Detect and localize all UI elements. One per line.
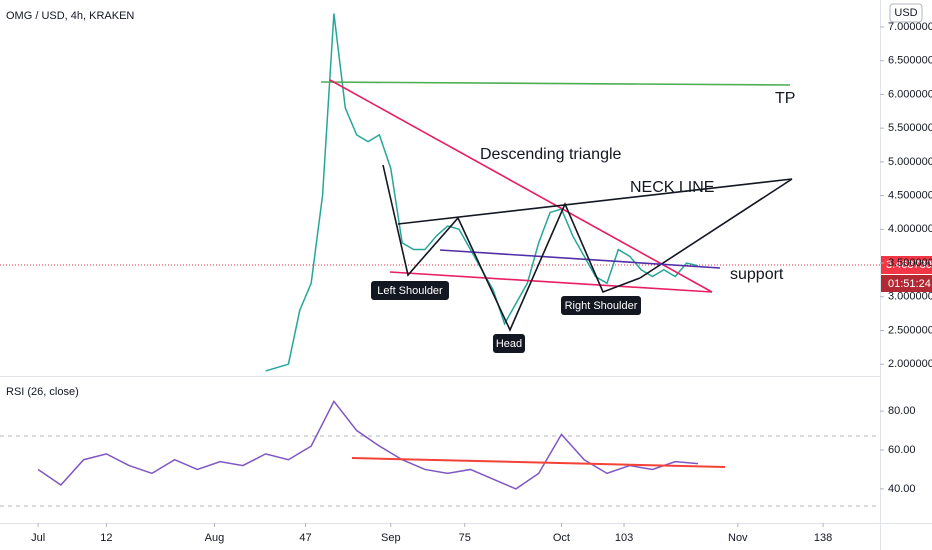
y-tick-label: 6.500000 bbox=[888, 55, 932, 67]
currency-button[interactable] bbox=[889, 3, 923, 23]
label-box bbox=[561, 296, 641, 315]
y-tick-label: 4.500000 bbox=[888, 189, 932, 201]
projection bbox=[639, 178, 793, 279]
annotation: Left Shoulder bbox=[377, 285, 443, 297]
annotation: Right Shoulder bbox=[565, 300, 638, 312]
x-tick-label: Sep bbox=[381, 532, 401, 544]
tp-line bbox=[320, 81, 791, 86]
annotation: Head bbox=[496, 338, 522, 350]
y-tick-label: 5.000000 bbox=[888, 156, 932, 168]
y-tick-label: 6.000000 bbox=[888, 88, 932, 100]
y-tick-label: 2.500000 bbox=[888, 324, 932, 336]
countdown-label: 01:51:24 bbox=[888, 278, 931, 290]
y-tick-label: 3.500000 bbox=[888, 257, 932, 269]
x-tick-label: 47 bbox=[299, 532, 311, 544]
y-tick-label: 60.00 bbox=[888, 444, 916, 456]
x-tick-label: Oct bbox=[553, 532, 570, 544]
annotation: Descending triangle bbox=[480, 146, 622, 163]
label-box bbox=[371, 281, 449, 300]
triangle-upper bbox=[329, 79, 713, 293]
triangle-lower bbox=[389, 271, 713, 293]
x-tick-label: 75 bbox=[459, 532, 471, 544]
x-tick-label: Jul bbox=[31, 532, 45, 544]
y-tick-label: 2.000000 bbox=[888, 358, 932, 370]
annotation: support bbox=[730, 266, 784, 283]
rsi-title: RSI (26, close) bbox=[6, 386, 79, 398]
price-tag bbox=[881, 256, 932, 274]
annotation: TP bbox=[775, 90, 795, 107]
x-tick-label: Nov bbox=[728, 532, 748, 544]
y-tick-label: 40.00 bbox=[888, 483, 916, 495]
series-line bbox=[37, 399, 699, 490]
countdown-tag bbox=[881, 275, 932, 292]
annotation: NECK LINE bbox=[630, 179, 714, 196]
label-box bbox=[493, 334, 525, 353]
price-tag-label: 3.463730 bbox=[886, 259, 932, 271]
currency-label[interactable]: USD bbox=[894, 7, 917, 19]
x-tick-label: Aug bbox=[205, 532, 225, 544]
x-tick-label: 12 bbox=[100, 532, 112, 544]
pattern-zigzag bbox=[382, 164, 641, 332]
y-tick-label: 3.000000 bbox=[888, 291, 932, 303]
support-line bbox=[439, 249, 721, 269]
y-tick-label: 4.000000 bbox=[888, 223, 932, 235]
rsi-trendline bbox=[351, 457, 726, 468]
x-tick-label: 103 bbox=[615, 532, 633, 544]
drawings bbox=[320, 79, 793, 468]
y-tick-label: 80.00 bbox=[888, 405, 916, 417]
symbol-title: OMG / USD, 4h, KRAKEN bbox=[6, 10, 134, 22]
x-tick-label: 138 bbox=[814, 532, 832, 544]
y-tick-label: 5.500000 bbox=[888, 122, 932, 134]
y-tick-label: 7.000000 bbox=[888, 21, 932, 33]
neck-line bbox=[397, 178, 793, 225]
